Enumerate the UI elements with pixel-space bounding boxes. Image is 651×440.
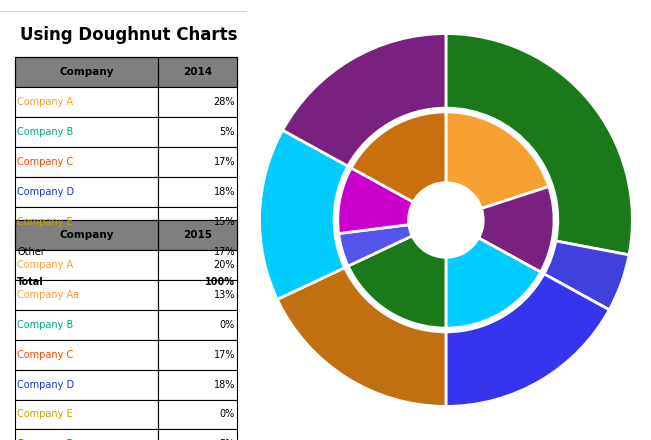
Text: Company C: Company C [18, 157, 74, 167]
Bar [15, 340, 158, 370]
Bar [158, 117, 238, 147]
Bar [158, 237, 238, 267]
Bar [15, 207, 158, 237]
Text: Company D: Company D [18, 187, 74, 197]
Wedge shape [446, 238, 541, 328]
FancyBboxPatch shape [15, 220, 238, 250]
Wedge shape [544, 241, 629, 310]
Bar [15, 237, 158, 267]
Bar [15, 57, 158, 87]
Wedge shape [260, 130, 348, 299]
Bar [158, 220, 238, 250]
Text: Other: Other [18, 247, 45, 257]
Bar [15, 267, 158, 297]
Text: 17%: 17% [214, 350, 235, 359]
Bar [158, 280, 238, 310]
Text: Company B: Company B [18, 320, 74, 330]
Text: Company A: Company A [18, 260, 74, 270]
Bar [15, 250, 158, 280]
Text: 20%: 20% [214, 260, 235, 270]
Bar [158, 267, 238, 297]
Text: Company: Company [59, 230, 114, 240]
Bar [158, 147, 238, 177]
Bar [15, 310, 158, 340]
Wedge shape [283, 33, 446, 166]
Bar [15, 400, 158, 429]
Text: 100%: 100% [205, 277, 235, 286]
Bar [15, 429, 158, 440]
Text: Company Aa: Company Aa [18, 290, 79, 300]
FancyBboxPatch shape [15, 57, 238, 87]
Wedge shape [277, 268, 446, 407]
Bar [158, 57, 238, 87]
Text: 15%: 15% [214, 217, 235, 227]
Bar [158, 250, 238, 280]
Bar [158, 429, 238, 440]
Text: 17%: 17% [214, 247, 235, 257]
Text: Using Doughnut Charts: Using Doughnut Charts [20, 26, 238, 44]
Wedge shape [446, 33, 632, 255]
Text: Company: Company [59, 67, 114, 77]
Text: 17%: 17% [214, 157, 235, 167]
Wedge shape [446, 112, 549, 209]
Text: 0%: 0% [220, 320, 235, 330]
Text: 28%: 28% [214, 97, 235, 107]
Text: Company D: Company D [18, 380, 74, 389]
Bar [15, 177, 158, 207]
Bar [158, 177, 238, 207]
Bar [15, 87, 158, 117]
Text: Company A: Company A [18, 97, 74, 107]
Text: Company E: Company E [18, 410, 73, 419]
Text: 2015: 2015 [184, 230, 212, 240]
Text: 18%: 18% [214, 380, 235, 389]
Text: 5%: 5% [219, 127, 235, 137]
Wedge shape [478, 187, 554, 272]
Bar [15, 370, 158, 400]
Bar [15, 117, 158, 147]
Bar [158, 207, 238, 237]
Text: Company C: Company C [18, 350, 74, 359]
Wedge shape [351, 112, 446, 202]
Text: Company E: Company E [18, 217, 73, 227]
Text: Total: Total [18, 277, 44, 286]
Wedge shape [338, 168, 413, 234]
Bar [158, 87, 238, 117]
Bar [158, 400, 238, 429]
Text: 13%: 13% [214, 290, 235, 300]
Text: 18%: 18% [214, 187, 235, 197]
Bar [158, 370, 238, 400]
Bar [15, 220, 158, 250]
Wedge shape [446, 274, 609, 407]
Bar [15, 147, 158, 177]
Wedge shape [339, 225, 412, 266]
Bar [158, 310, 238, 340]
Text: 0%: 0% [220, 410, 235, 419]
Text: 2014: 2014 [184, 67, 212, 77]
Wedge shape [348, 236, 446, 328]
Text: Company B: Company B [18, 127, 74, 137]
Bar [15, 280, 158, 310]
Bar [158, 340, 238, 370]
